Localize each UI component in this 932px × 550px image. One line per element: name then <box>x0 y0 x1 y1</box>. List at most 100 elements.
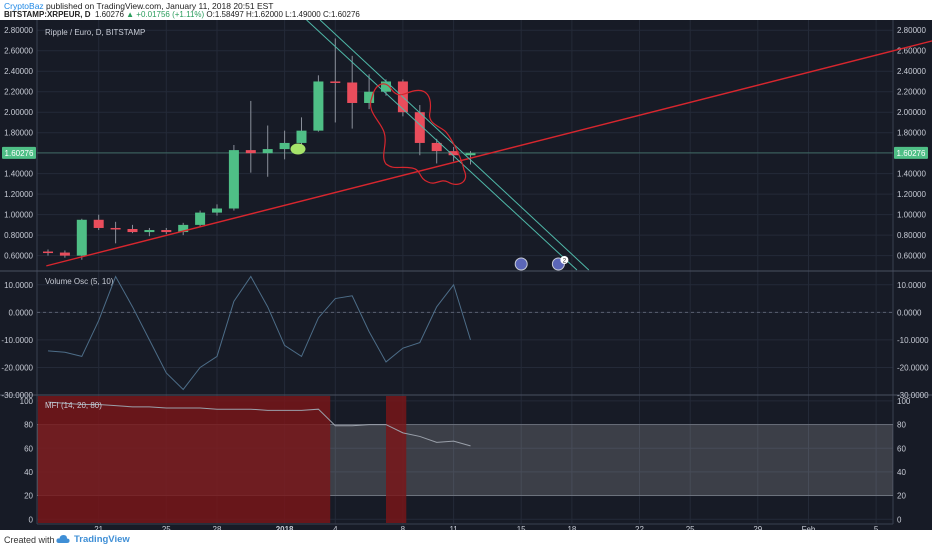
price-tick-label-left: 2.20000 <box>4 88 33 97</box>
symbol-name: BITSTAMP:XRPEUR, D <box>4 10 91 19</box>
price-tick-label-left: 0.80000 <box>4 231 33 240</box>
event-badge-count-bg <box>560 256 569 264</box>
osc-tick-label-right: -10.0000 <box>897 336 929 345</box>
time-tick-label: 15 <box>517 525 526 530</box>
price-tick-label-right: 2.60000 <box>897 47 926 56</box>
volume-osc-line <box>47 275 471 391</box>
osc-tick-label-right: -20.0000 <box>897 363 929 372</box>
mfi-tick-label-right: 80 <box>897 421 906 430</box>
osc-tick-label-right: -30.0000 <box>897 391 929 400</box>
price-tag-left-label: 1.60276 <box>5 149 34 158</box>
chart-canvas[interactable]: 0.60000 0.60000 0.80000 0.80000 1.00000 1.000… <box>0 20 932 530</box>
candle-down <box>59 252 70 256</box>
mfi-tick-label-right: 60 <box>897 444 906 453</box>
candle-up <box>313 81 324 131</box>
candle-up <box>364 91 375 103</box>
mfi-tick-label-left: 0 <box>29 515 34 524</box>
red-trendline <box>46 40 932 267</box>
time-tick-label: 21 <box>94 525 103 530</box>
candle-up <box>228 150 239 209</box>
price-tick-label-right: 1.40000 <box>897 170 926 179</box>
price-change: ▲ +0.01756 (+1.11%) <box>126 10 205 19</box>
time-tick-label: 28 <box>213 525 222 530</box>
price-tick-label-right: 2.00000 <box>897 108 926 117</box>
author-link[interactable]: CryptoBaz <box>4 1 44 11</box>
created-with-label: Created with <box>4 535 55 545</box>
price-tick-label-right: 0.60000 <box>897 252 926 261</box>
price-tick-label-left: 2.60000 <box>4 47 33 56</box>
time-tick-label: 22 <box>635 525 644 530</box>
osc-tick-label-left: -20.0000 <box>1 363 33 372</box>
time-tick-label: 25 <box>686 525 695 530</box>
mfi-pane-title: MFI (14, 20, 80) <box>45 401 102 410</box>
mfi-tick-label-right: 20 <box>897 492 906 501</box>
event-badge <box>514 257 528 271</box>
mfi-tick-label-left: 60 <box>24 444 33 453</box>
price-tick-label-right: 1.00000 <box>897 211 926 220</box>
time-tick-label: 25 <box>162 525 171 530</box>
candle-down <box>93 219 104 228</box>
candle-down <box>431 142 442 152</box>
osc-pane-title: Volume Osc (5, 10) <box>45 277 114 286</box>
candle-up <box>296 130 307 143</box>
osc-tick-label-right: 0.0000 <box>897 308 922 317</box>
candle-down <box>448 151 459 156</box>
candle-down <box>347 82 358 103</box>
time-tick-label: 8 <box>401 525 406 530</box>
mfi-tick-label-left: 100 <box>20 397 34 406</box>
mfi-tick-label-right: 100 <box>897 397 911 406</box>
candle-up <box>465 153 476 156</box>
time-tick-label: 2018 <box>276 525 294 530</box>
hand-drawn-annotation <box>370 83 467 185</box>
candle-down <box>127 228 138 233</box>
cloud-icon <box>56 535 70 543</box>
price-tick-label-left: 2.80000 <box>4 26 33 35</box>
price-tick-label-left: 1.80000 <box>4 129 33 138</box>
time-tick-label: 11 <box>449 525 458 530</box>
mfi-tick-label-left: 80 <box>24 421 33 430</box>
mfi-tick-label-left: 40 <box>24 468 33 477</box>
price-tag-right-label: 1.60276 <box>897 149 926 158</box>
price-tick-label-right: 1.20000 <box>897 190 926 199</box>
price-tick-label-right: 2.20000 <box>897 88 926 97</box>
osc-tick-label-left: 10.0000 <box>4 281 33 290</box>
candle-down <box>414 112 425 143</box>
candle-down <box>43 251 53 254</box>
publish-info: published on TradingView.com, January 11… <box>43 1 274 11</box>
price-tick-label-right: 1.80000 <box>897 129 926 138</box>
price-tick-label-left: 2.00000 <box>4 108 33 117</box>
chart-stage: 0.60000 0.60000 0.80000 0.80000 1.00000 1.000… <box>0 20 932 530</box>
osc-tick-label-left: 0.0000 <box>9 308 34 317</box>
candle-down <box>330 81 341 83</box>
symbol-line: BITSTAMP:XRPEUR, D 1.60276 ▲ +0.01756 (+… <box>4 10 360 19</box>
event-badge-count: 2 <box>563 259 567 265</box>
osc-tick-label-left: -30.0000 <box>1 391 33 400</box>
price-tick-label-left: 1.40000 <box>4 170 33 179</box>
candle-down <box>245 150 256 154</box>
mfi-tick-label-left: 20 <box>24 492 33 501</box>
candle-down <box>161 230 172 233</box>
price-tick-label-left: 2.40000 <box>4 67 33 76</box>
price-tag-right <box>894 146 928 159</box>
candle-up <box>262 149 273 154</box>
price-tick-label-left: 1.20000 <box>4 190 33 199</box>
price-pane-title: Ripple / Euro, D, BITSTAMP <box>45 28 145 37</box>
candle-up <box>178 224 189 233</box>
time-tick-label: 18 <box>567 525 576 530</box>
teal-trendline <box>306 20 578 271</box>
candle-up <box>279 142 290 150</box>
tradingview-brand[interactable]: TradingView <box>74 534 130 545</box>
candle-up <box>381 81 391 92</box>
ohlc-values: O:1.58497 H:1.62000 L:1.49000 C:1.60276 <box>206 10 360 19</box>
publish-line: CryptoBaz published on TradingView.com, … <box>4 1 274 11</box>
price-tick-label-right: 0.80000 <box>897 231 926 240</box>
osc-tick-label-right: 10.0000 <box>897 281 926 290</box>
mfi-tick-label-right: 40 <box>897 468 906 477</box>
time-tick-label: Feb <box>802 525 816 530</box>
mfi-tick-label-right: 0 <box>897 515 902 524</box>
publish-header: CryptoBaz published on TradingView.com, … <box>0 0 932 20</box>
mfi-overbought-zone <box>37 396 331 523</box>
osc-tick-label-left: -10.0000 <box>1 336 33 345</box>
mfi-line <box>47 401 471 447</box>
time-tick-label: 29 <box>753 525 762 530</box>
